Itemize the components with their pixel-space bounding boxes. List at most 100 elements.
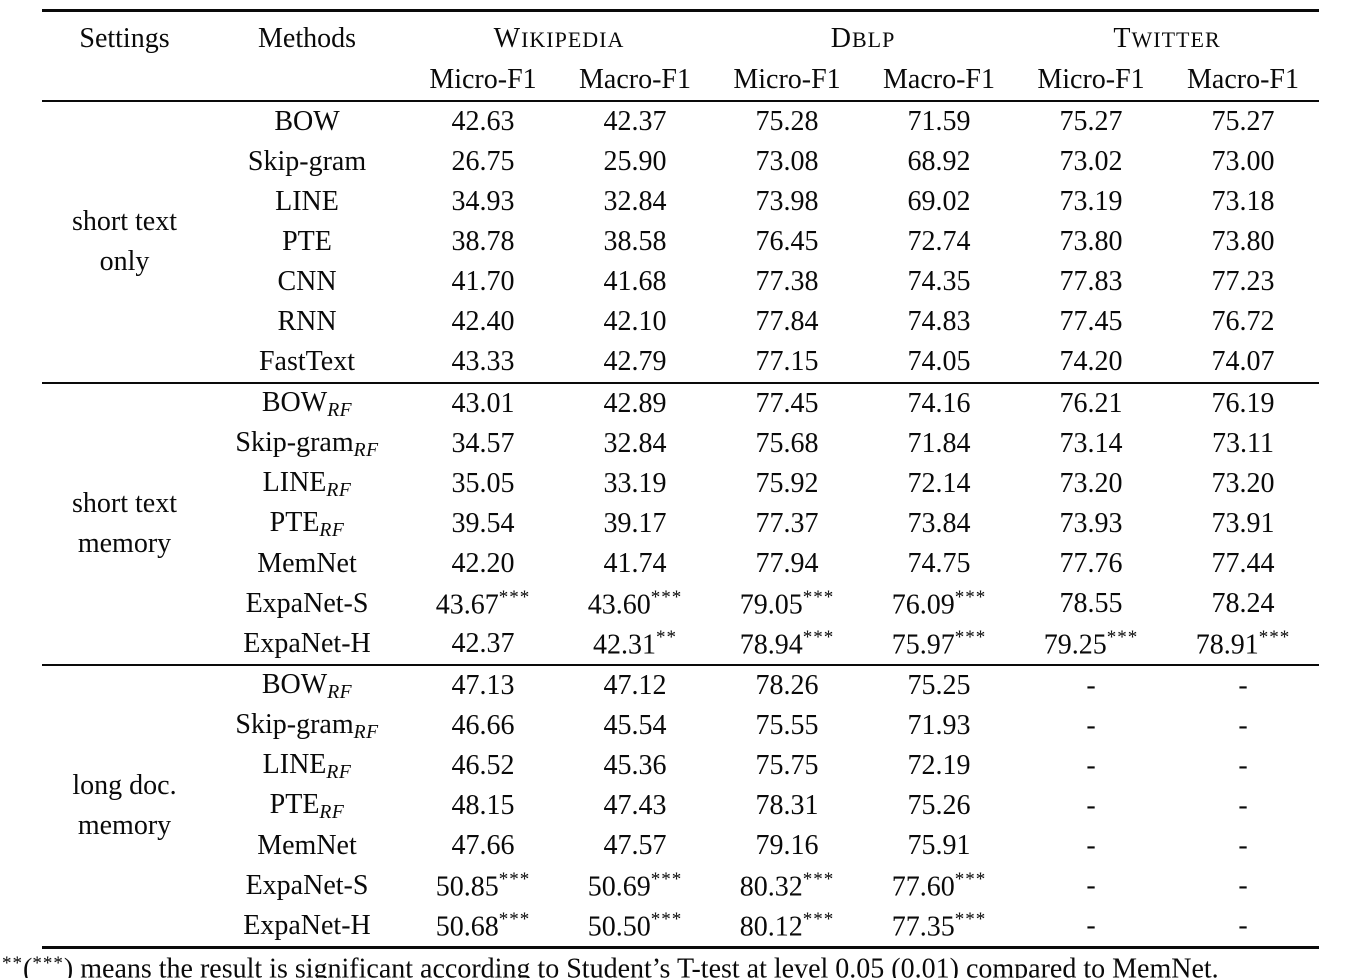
setting-label-line: short text xyxy=(72,488,177,519)
metric-value: 50.69*** xyxy=(587,868,683,903)
column-header-macro-f1: Macro-F1 xyxy=(883,63,995,95)
method-name: ExpaNet-H xyxy=(243,910,371,941)
metric-value: 75.27 xyxy=(1211,106,1275,137)
column-header-wikipedia: WIKIPEDIA xyxy=(493,22,625,54)
metric-value: 71.93 xyxy=(907,710,971,741)
metric-value: 73.08 xyxy=(755,146,819,177)
method-subscript: RF xyxy=(353,439,379,461)
metric-value: 32.84 xyxy=(603,186,667,217)
metric-value: 43.33 xyxy=(451,346,515,377)
metric-value: - xyxy=(1238,830,1248,861)
table-row: FastText 43.33 42.79 77.15 74.05 74.20 74.07 xyxy=(42,342,1319,383)
metric-value: 25.90 xyxy=(603,146,667,177)
metric-value: 78.55 xyxy=(1059,588,1123,619)
metric-value: 41.68 xyxy=(603,266,667,297)
metric-value: 33.19 xyxy=(603,468,667,499)
significance-stars: *** xyxy=(954,626,987,648)
significance-stars: *** xyxy=(498,586,531,608)
method-name: BOWRF xyxy=(261,668,353,703)
method-name: FastText xyxy=(258,346,356,377)
setting-label-line: only xyxy=(99,246,150,277)
table-row: Skip-gramRF 34.57 32.84 75.68 71.84 73.14 73.1… xyxy=(42,424,1319,464)
metric-value: 73.14 xyxy=(1059,428,1123,459)
metric-value: 46.66 xyxy=(451,710,515,741)
metric-value: 74.05 xyxy=(907,346,971,377)
metric-value: 77.35*** xyxy=(891,908,987,943)
metric-value: 46.52 xyxy=(451,750,515,781)
metric-value: 79.16 xyxy=(755,830,819,861)
metric-value: - xyxy=(1086,670,1096,701)
table-row: short text memory BOWRF 43.01 42.89 77.45 74.1… xyxy=(42,383,1319,559)
table-row: LINE 34.93 32.84 73.98 69.02 73.19 73.18 xyxy=(42,182,1319,222)
header-row-datasets: Settings Methods WIKIPEDIA DBLP TWITTER xyxy=(42,11,1319,63)
metric-value: 43.01 xyxy=(451,388,515,419)
metric-value: 45.54 xyxy=(603,710,667,741)
metric-value: 42.89 xyxy=(603,388,667,419)
metric-value: 77.76 xyxy=(1059,548,1123,579)
metric-value: - xyxy=(1238,670,1248,701)
metric-value: 71.59 xyxy=(907,106,971,137)
column-header-micro-f1: Micro-F1 xyxy=(429,63,537,95)
significance-stars: *** xyxy=(954,908,987,930)
metric-value: 75.91 xyxy=(907,830,971,861)
method-subscript: RF xyxy=(353,721,379,743)
footnote-text: ) means the result is significant accord… xyxy=(63,953,1219,978)
footnote-double-star: ** xyxy=(2,953,24,974)
method-subscript: RF xyxy=(319,801,345,823)
metric-value: 73.91 xyxy=(1211,508,1275,539)
results-table: Settings Methods WIKIPEDIA DBLP TWITTER … xyxy=(42,9,1320,949)
metric-value: 78.91*** xyxy=(1195,626,1291,661)
table-header: Settings Methods WIKIPEDIA DBLP TWITTER … xyxy=(42,11,1320,101)
metric-value: 74.16 xyxy=(907,388,971,419)
empty-header-cell xyxy=(42,62,207,101)
metric-value: 77.94 xyxy=(755,548,819,579)
metric-value: 76.09*** xyxy=(891,586,987,621)
metric-value: 77.84 xyxy=(755,306,819,337)
metric-value: 77.45 xyxy=(1059,306,1123,337)
metric-value: 74.07 xyxy=(1211,346,1275,377)
method-name: ExpaNet-S xyxy=(245,870,369,901)
metric-value: 69.02 xyxy=(907,186,971,217)
method-name: PTERF xyxy=(269,506,345,541)
metric-value: 78.94*** xyxy=(739,626,835,661)
method-name: Skip-gramRF xyxy=(235,426,379,461)
metric-value: - xyxy=(1238,910,1248,941)
metric-value: 43.60*** xyxy=(587,586,683,621)
metric-value: 47.13 xyxy=(451,670,515,701)
metric-value: 32.84 xyxy=(603,428,667,459)
metric-value: 77.45 xyxy=(755,388,819,419)
significance-stars: *** xyxy=(1258,626,1291,648)
metric-value: 73.80 xyxy=(1059,226,1123,257)
metric-value: 73.20 xyxy=(1059,468,1123,499)
method-subscript: RF xyxy=(326,479,352,501)
method-name: MemNet xyxy=(257,548,357,579)
metric-value: 41.70 xyxy=(451,266,515,297)
metric-value: 78.24 xyxy=(1211,588,1275,619)
metric-value: 78.26 xyxy=(755,670,819,701)
metric-value: 77.83 xyxy=(1059,266,1123,297)
method-name: PTE xyxy=(282,226,332,257)
column-header-dblp: DBLP xyxy=(830,22,896,54)
footnote-triple-star: *** xyxy=(32,953,64,974)
significance-stars: *** xyxy=(954,868,987,890)
metric-value: 74.75 xyxy=(907,548,971,579)
metric-value: 72.19 xyxy=(907,750,971,781)
metric-value: 80.32*** xyxy=(739,868,835,903)
metric-value: 41.74 xyxy=(603,548,667,579)
metric-value: 38.58 xyxy=(603,226,667,257)
metric-value: 45.36 xyxy=(603,750,667,781)
table-row: PTERF 39.54 39.17 77.37 73.84 73.93 73.91 xyxy=(42,504,1319,544)
metric-value: 78.31 xyxy=(755,790,819,821)
column-header-methods: Methods xyxy=(258,22,356,54)
method-name: LINERF xyxy=(262,748,352,783)
table-row: MemNet 42.20 41.74 77.94 74.75 77.76 77.44 xyxy=(42,544,1319,584)
method-name: ExpaNet-H xyxy=(243,628,371,659)
metric-value: 73.98 xyxy=(755,186,819,217)
metric-value: 76.45 xyxy=(755,226,819,257)
method-name: Skip-gram xyxy=(247,146,367,177)
column-header-macro-f1: Macro-F1 xyxy=(1187,63,1300,95)
table-row: ExpaNet-S 50.85*** 50.69*** 80.32*** 77.60**… xyxy=(42,866,1319,906)
significance-stars: *** xyxy=(954,586,987,608)
method-name: PTERF xyxy=(269,788,345,823)
column-header-micro-f1: Micro-F1 xyxy=(1037,63,1145,95)
